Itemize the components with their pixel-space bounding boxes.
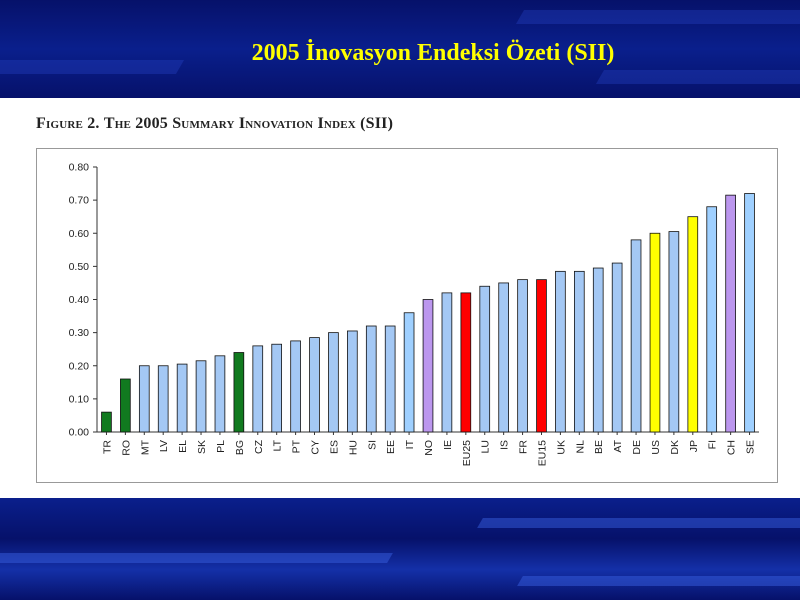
x-tick-label-is: IS [499,440,511,450]
bar-tr [101,411,112,433]
figure-label: Figure 2. [36,115,100,132]
y-tick-label: 0.40 [69,294,90,306]
y-tick-label: 0.50 [69,261,90,273]
x-tick-label-mt: MT [139,439,151,455]
bar-ee [384,325,396,433]
y-tick-label: 0.10 [69,393,90,405]
bar-lt [271,343,283,433]
x-tick-label-ee: EE [385,440,397,454]
x-tick-label-eu25: EU25 [461,440,473,466]
x-tick-label-de: DE [631,440,643,455]
bar-fr [517,279,528,433]
bar-jp [687,216,699,433]
x-tick-label-us: US [650,440,662,455]
bar-sk [195,360,207,433]
y-tick-label: 0.30 [69,327,90,339]
x-tick-label-ch: CH [726,440,738,455]
bar-ch [725,194,736,433]
x-tick-label-sk: SK [196,440,208,454]
y-tick-label: 0.80 [69,162,90,174]
x-tick-label-jp: JP [688,440,700,452]
x-tick-label-ie: IE [442,440,454,450]
bar-hu [347,330,358,433]
x-tick-label-lt: LT [272,439,284,451]
slide-title: 2005 İnovasyon Endeksi Özeti (SII) [251,40,615,66]
bar-no [422,299,434,433]
x-tick-label-eu15: EU15 [536,440,548,466]
x-tick-label-si: SI [366,440,378,450]
x-tick-label-at: AT [612,439,624,452]
bar-se [744,193,755,433]
figure-caption: Figure 2. The 2005 Summary Innovation In… [36,115,393,133]
bar-ro [120,378,131,433]
x-tick-label-pl: PL [215,440,227,453]
bar-uk [555,270,566,433]
x-tick-label-es: ES [328,440,340,454]
bar-us [649,232,661,433]
bar-eu25 [460,292,472,433]
y-tick-label: 0.60 [69,228,90,240]
bar-cy [309,337,320,433]
chart-frame: 0.00 0.10 0.20 0.30 0.40 0.50 0.60 0.70 0.80 TR RO… [36,148,778,483]
x-tick-label-tr: TR [101,440,113,454]
x-tick-label-nl: NL [574,440,586,454]
bar-at [611,262,623,433]
x-tick-label-uk: UK [555,440,567,455]
bar-lv [157,365,169,433]
x-tick-label-hu: HU [347,440,359,455]
bar-lu [479,285,491,433]
bar-chart: 0.00 0.10 0.20 0.30 0.40 0.50 0.60 0.70 0.80 TR RO… [69,162,759,466]
x-tick-label-it: IT [404,439,416,449]
bar-it [403,312,415,433]
x-tick-label-no: NO [423,440,435,456]
x-tick-label-el: EL [177,440,189,453]
x-tick-label-cy: CY [310,440,322,455]
x-tick-label-fr: FR [518,440,530,454]
bar-es [328,332,339,433]
bar-be [592,267,604,433]
x-tick-label-cz: CZ [253,439,265,454]
title-banner [0,0,800,98]
x-tick-label-lu: LU [480,440,492,453]
bar-ie [441,292,453,433]
y-tick-label: 0.20 [69,360,90,372]
bar-cz [252,345,264,433]
footer-band [0,498,800,600]
bar-si [365,325,377,433]
x-tick-label-dk: DK [669,440,681,455]
bar-is [498,282,509,433]
bar-de [630,239,642,433]
x-tick-label-pt: PT [291,439,303,453]
bar-el [176,363,188,433]
x-tick-label-ro: RO [120,440,132,456]
bar-fi [706,206,718,433]
x-tick-label-bg: BG [234,440,246,455]
bar-eu15 [536,279,547,433]
bar-nl [573,270,585,433]
bar-dk [668,231,680,433]
y-tick-label: 0.00 [69,427,90,439]
bar-pl [214,355,226,433]
bar-pt [290,340,301,433]
x-tick-label-fi: FI [707,440,719,449]
x-tick-label-lv: LV [158,440,170,452]
y-tick-label: 0.70 [69,195,90,207]
x-tick-label-be: BE [593,440,605,454]
x-tick-label-se: SE [745,440,757,454]
bar-bg [233,352,245,433]
bar-mt [138,365,150,433]
figure-title: The 2005 Summary Innovation Index (SII) [103,115,394,132]
